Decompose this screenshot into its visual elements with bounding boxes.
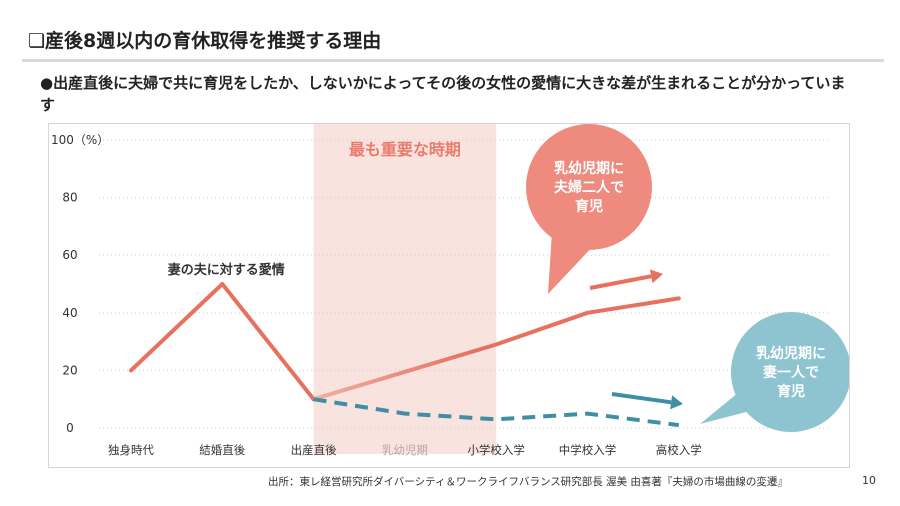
source-citation: 出所：東レ経営研究所ダイバーシティ＆ワークライフバランス研究部長 渥美 由喜著『… <box>268 476 788 488</box>
bullet-point-text: 出産直後に夫婦で共に育児をしたか、しないかによってその後の女性の愛情に大きな差が… <box>40 74 846 114</box>
series-label: 妻の夫に対する愛情 <box>168 262 285 278</box>
x-tick-label: 独身時代 <box>108 443 154 457</box>
chart-frame: 最も重要な時期 0 20 40 60 80 100（%） 独身時代 結婚直後 出産直後 乳幼児期… <box>48 123 850 468</box>
y-tick-label: 40 <box>62 306 77 320</box>
downtrend-arrow-icon <box>611 392 672 405</box>
callout-text-together: 育児 <box>575 198 603 215</box>
x-tick-label: 高校入学 <box>656 443 702 457</box>
uptrend-arrow-icon <box>589 274 652 290</box>
bullet-dot-icon: ● <box>40 74 54 92</box>
slide-title-text: 産後8週以内の育休取得を推奨する理由 <box>45 30 382 52</box>
callout-bubble-alone <box>731 312 849 432</box>
x-tick-label: 中学校入学 <box>559 443 617 457</box>
line-chart: 最も重要な時期 0 20 40 60 80 100（%） 独身時代 結婚直後 出産直後 乳幼児期… <box>51 124 849 457</box>
x-tick-label: 乳幼児期 <box>382 443 428 457</box>
series-line <box>129 282 316 402</box>
important-period-label: 最も重要な時期 <box>349 140 461 159</box>
uptrend-arrow-icon-head <box>649 269 663 284</box>
callout-text-together: 夫婦二人で <box>554 179 624 196</box>
callout-text-alone: 乳幼児期に <box>756 345 826 362</box>
y-tick-label: 20 <box>62 363 77 377</box>
callout-tail-alone <box>700 392 750 424</box>
page-number: 10 <box>862 474 876 487</box>
callout-bubble-together <box>526 124 652 250</box>
callout-text-alone: 妻一人で <box>763 364 819 381</box>
x-tick-label: 小学校入学 <box>467 443 525 457</box>
callout-text-alone: 育児 <box>777 383 805 400</box>
bullet-point: ●出産直後に夫婦で共に育児をしたか、しないかによってその後の女性の愛情に大きな差… <box>40 72 860 116</box>
checkbox-icon: ❏ <box>28 30 46 52</box>
downtrend-arrow-icon-head <box>670 395 683 410</box>
series-line <box>313 397 680 428</box>
title-divider <box>22 59 884 62</box>
important-period-band <box>313 124 497 454</box>
y-tick-label: 0 <box>66 421 74 435</box>
slide-title: ❏産後8週以内の育休取得を推奨する理由 <box>28 26 381 53</box>
y-tick-label: 60 <box>62 248 77 262</box>
y-tick-label: 80 <box>62 191 77 205</box>
callout-text-together: 乳幼児期に <box>554 160 624 177</box>
x-tick-label: 結婚直後 <box>199 443 245 457</box>
series-line <box>311 296 681 402</box>
x-tick-label: 出産直後 <box>291 443 337 457</box>
y-axis-label: 100（%） <box>51 133 109 147</box>
